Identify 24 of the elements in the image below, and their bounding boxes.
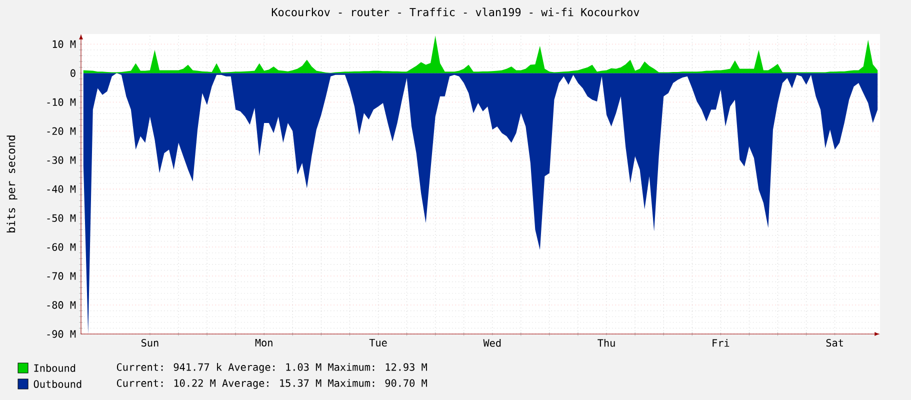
y-tick-label: -90 M (47, 330, 76, 338)
x-tick-label: Tue (369, 338, 387, 346)
x-tick-label: Mon (255, 338, 272, 346)
y-tick-label: -60 M (47, 243, 76, 251)
y-tick-label: -20 M (47, 127, 76, 135)
x-tick-label: Fri (712, 338, 730, 347)
x-tick-label: Thu (598, 338, 615, 347)
y-tick-label: -80 M (47, 301, 76, 309)
y-axis-title: bits per second (6, 136, 18, 232)
text: Current: 941.77 k Average: 1.03 M Maximum: 12.93 M (116, 363, 427, 373)
x-tick-label: Sat (826, 338, 843, 347)
y-tick-label: -50 M (47, 214, 76, 222)
chart-title: Kocourkov - router - Traffic - vlan199 - wi-fi Kocourkov (272, 8, 640, 16)
y-tick-label: -40 M (47, 185, 76, 193)
x-tick-label: Wed (483, 338, 501, 347)
y-tick-label: -30 M (47, 156, 76, 164)
y-tick-label: 0 (70, 69, 76, 77)
x-tick-label: Sun (142, 338, 158, 347)
y-tick-label: -10 M (47, 98, 76, 106)
legend-label: Outbound (34, 380, 82, 388)
y-tick-label: 10 M (52, 40, 76, 48)
legend-label: Inbound (34, 364, 76, 372)
y-tick-label: -70 M (47, 272, 76, 280)
text: Current: 10.22 M Average: 15.37 M Maximum: 90.70 M (116, 379, 427, 389)
